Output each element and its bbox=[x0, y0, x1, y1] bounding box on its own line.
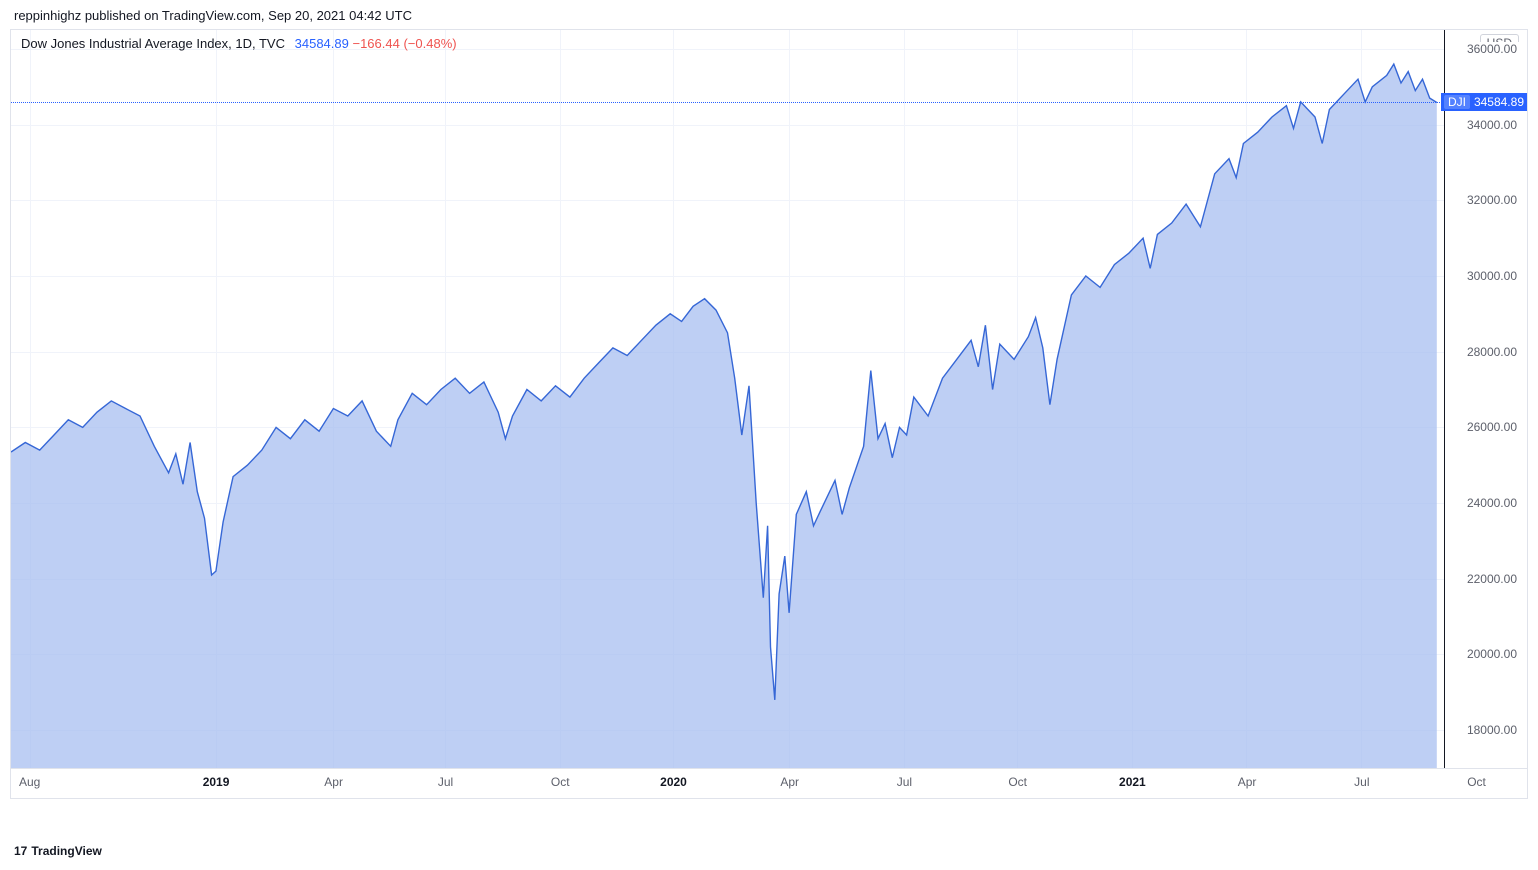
x-axis-label: Jul bbox=[438, 775, 453, 789]
chart-legend: Dow Jones Industrial Average Index, 1D, … bbox=[21, 36, 457, 51]
legend-change: −166.44 (−0.48%) bbox=[352, 36, 456, 51]
publish-caption: reppinhighz published on TradingView.com… bbox=[0, 0, 1538, 29]
legend-title: Dow Jones Industrial Average Index, 1D, … bbox=[21, 36, 285, 51]
y-axis-label: 24000.00 bbox=[1465, 496, 1519, 510]
tradingview-watermark: 17TradingView bbox=[14, 844, 102, 858]
x-axis-label: Aug bbox=[19, 775, 40, 789]
price-badge-symbol: DJI bbox=[1444, 95, 1470, 109]
x-axis-label: 2020 bbox=[660, 775, 687, 789]
x-axis-label: Apr bbox=[1238, 775, 1257, 789]
x-axis-label: Jul bbox=[1354, 775, 1369, 789]
tradingview-logo-icon: 17 bbox=[14, 844, 27, 858]
y-axis-label: 18000.00 bbox=[1465, 723, 1519, 737]
y-axis-label: 36000.00 bbox=[1465, 42, 1519, 56]
y-axis-pane[interactable]: USD 18000.0020000.0022000.0024000.002600… bbox=[1445, 30, 1527, 768]
x-axis-label: Oct bbox=[551, 775, 570, 789]
x-axis-label: Jul bbox=[897, 775, 912, 789]
legend-value: 34584.89 bbox=[295, 36, 349, 51]
x-axis-label: Oct bbox=[1467, 775, 1486, 789]
price-badge-value: 34584.89 bbox=[1474, 95, 1524, 109]
chart-frame: Dow Jones Industrial Average Index, 1D, … bbox=[10, 29, 1528, 769]
y-axis-label: 22000.00 bbox=[1465, 572, 1519, 586]
x-axis-label: 2021 bbox=[1119, 775, 1146, 789]
y-axis-label: 20000.00 bbox=[1465, 647, 1519, 661]
current-price-badge[interactable]: DJI 34584.89 bbox=[1441, 93, 1527, 111]
x-axis-label: Apr bbox=[780, 775, 799, 789]
x-axis-label: Oct bbox=[1008, 775, 1027, 789]
y-axis-label: 30000.00 bbox=[1465, 269, 1519, 283]
x-axis-label: Apr bbox=[324, 775, 343, 789]
x-axis-label: 2019 bbox=[203, 775, 230, 789]
x-axis-area[interactable]: Aug 2019 Apr Jul Oct 2020 Apr Jul Oct 2021 Apr Jul O… bbox=[10, 769, 1528, 799]
current-price-line bbox=[11, 102, 1444, 103]
y-axis-label: 28000.00 bbox=[1465, 345, 1519, 359]
area-chart-svg bbox=[11, 30, 1444, 768]
chart-plot-area[interactable]: Dow Jones Industrial Average Index, 1D, … bbox=[11, 30, 1445, 768]
y-axis-label: 26000.00 bbox=[1465, 420, 1519, 434]
area-fill bbox=[11, 64, 1437, 768]
y-axis-label: 32000.00 bbox=[1465, 193, 1519, 207]
y-axis-label: 34000.00 bbox=[1465, 118, 1519, 132]
